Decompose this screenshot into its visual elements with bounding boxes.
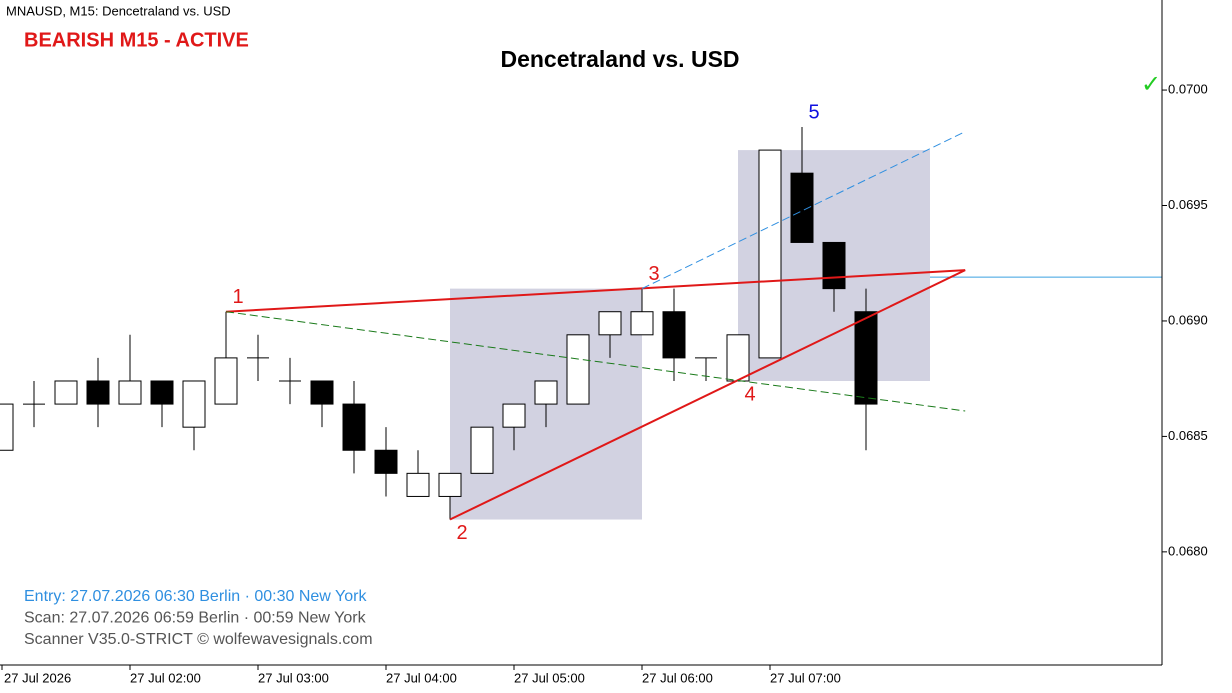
- candle-body: [310, 380, 334, 405]
- candle-body: [662, 311, 686, 359]
- candle-body: [854, 311, 878, 405]
- pattern-line: [225, 269, 966, 313]
- wolfe-point-label: 5: [808, 101, 819, 123]
- candle-body: [758, 149, 782, 359]
- candle-body: [438, 472, 462, 497]
- header: MNAUSD, M15: Dencetraland vs. USD: [6, 3, 231, 18]
- candle-body: [470, 426, 494, 474]
- candle-body: [790, 172, 814, 243]
- x-tick-label: 27 Jul 2026: [4, 670, 71, 685]
- candle-body: [566, 334, 590, 405]
- wolfe-point-label: 3: [648, 263, 659, 285]
- y-tick-label: 0.0695: [1168, 197, 1208, 212]
- candle-body: [502, 403, 526, 428]
- candle-body: [342, 403, 366, 451]
- candle-body: [54, 380, 78, 405]
- candle-body: [86, 380, 110, 405]
- candle-body: [822, 241, 846, 290]
- candle-body: [214, 357, 238, 405]
- footer-line: Scan: 27.07.2026 06:59 Berlin · 00:59 Ne…: [24, 610, 367, 627]
- y-tick-label: 0.0700: [1168, 81, 1208, 96]
- wolfe-point-label: 4: [744, 383, 755, 405]
- footer-line: Entry: 27.07.2026 06:30 Berlin · 00:30 N…: [24, 588, 367, 605]
- x-tick-label: 27 Jul 04:00: [386, 670, 457, 685]
- status: BEARISH M15 - ACTIVE: [24, 29, 249, 51]
- x-tick-label: 27 Jul 07:00: [770, 670, 841, 685]
- x-tick-label: 27 Jul 02:00: [130, 670, 201, 685]
- target-check: ✓: [1141, 71, 1161, 98]
- y-tick-label: 0.0690: [1168, 312, 1208, 327]
- candle-body: [534, 380, 558, 405]
- candle-body: [406, 472, 430, 497]
- candle-body: [118, 380, 142, 405]
- candle-body: [598, 311, 622, 336]
- pattern-line: [449, 269, 966, 521]
- candle-body: [182, 380, 206, 428]
- x-tick-label: 27 Jul 06:00: [642, 670, 713, 685]
- candles: [0, 126, 878, 520]
- footer-line: Scanner V35.0-STRICT © wolfewavesignals.…: [24, 631, 373, 648]
- candle-body: [374, 449, 398, 474]
- pattern-line: [225, 311, 966, 412]
- wolfe-point-label: 1: [232, 286, 243, 308]
- overlay: 1 2 3 4 5 ✓: [225, 71, 1162, 544]
- candle-body: [150, 380, 174, 405]
- candle-body: [726, 334, 750, 382]
- candle-body: [630, 311, 654, 336]
- x-tick-label: 27 Jul 05:00: [514, 670, 585, 685]
- wolfe-point-label: 2: [456, 522, 467, 544]
- y-tick-label: 0.0685: [1168, 428, 1208, 443]
- chart-title: Dencetraland vs. USD: [500, 46, 739, 72]
- candle-body: [0, 403, 14, 451]
- x-tick-label: 27 Jul 03:00: [258, 670, 329, 685]
- y-tick-label: 0.0680: [1168, 543, 1208, 558]
